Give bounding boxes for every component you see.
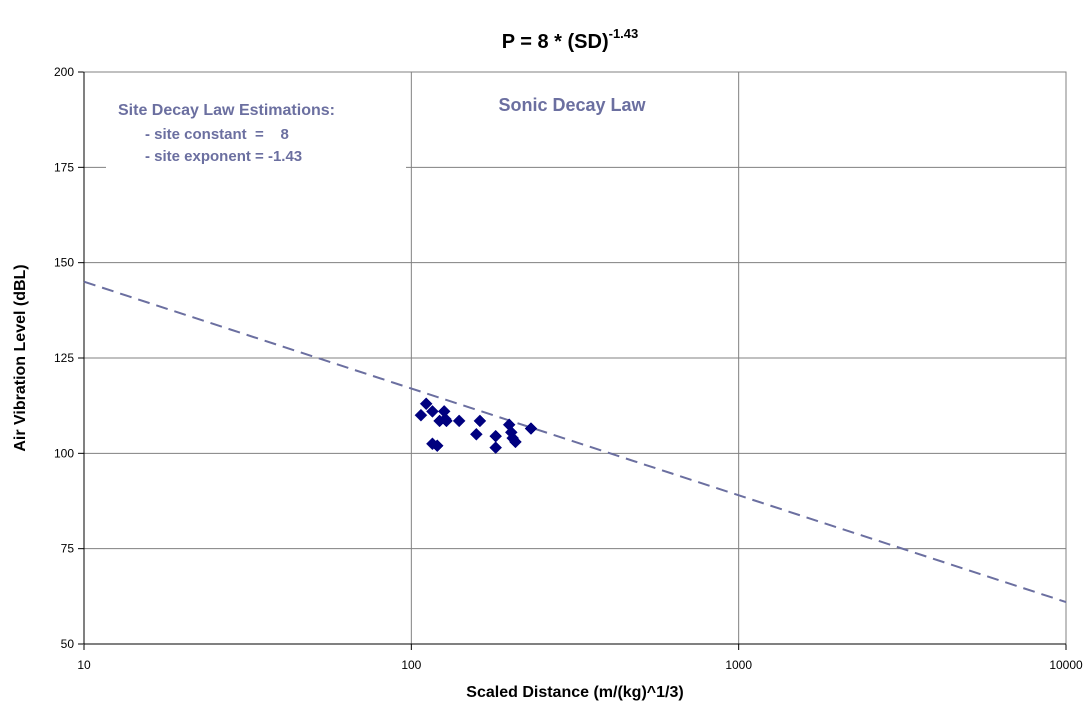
estimations-heading: Site Decay Law Estimations: (118, 102, 335, 119)
x-tick-label: 1000 (725, 658, 752, 672)
data-point (489, 441, 503, 454)
chart-title-exponent: -1.43 (609, 26, 639, 41)
fit-line-group (83, 280, 1067, 604)
data-point (440, 414, 453, 428)
data-point (470, 427, 483, 441)
data-point (473, 414, 487, 428)
site-exponent-label: - site exponent = -1.43 (145, 148, 302, 165)
y-tick-label: 50 (61, 637, 75, 651)
annotation-box-background (106, 84, 406, 176)
y-tick-label: 150 (54, 256, 74, 270)
chart-title-base: P = 8 * (SD) (502, 31, 609, 53)
x-tick-label: 10000 (1049, 658, 1083, 672)
data-point (426, 405, 439, 418)
y-tick-label: 200 (54, 65, 74, 79)
data-point (524, 422, 538, 435)
data-point (452, 414, 466, 428)
y-tick-label: 125 (54, 351, 74, 365)
tick-labels: 50 75 100 125 150 175 200 10 100 1000 10000 (54, 65, 1083, 672)
site-constant-label: - site constant = 8 (145, 126, 289, 143)
fit-line (83, 280, 1067, 604)
x-tick-label: 10 (77, 658, 91, 672)
data-points (414, 397, 538, 454)
x-axis-label: Scaled Distance (m/(kg)^1/3) (466, 684, 683, 701)
chart-title: P = 8 * (SD)-1.43 (502, 26, 639, 53)
annotations: Site Decay Law Estimations: - site const… (106, 84, 647, 176)
data-point (509, 435, 522, 449)
plot-area: Site Decay Law Estimations: - site const… (78, 71, 1067, 650)
data-point (430, 439, 444, 453)
y-tick-label: 75 (61, 542, 75, 556)
y-tick-label: 100 (54, 446, 74, 460)
data-point (414, 408, 428, 422)
y-axis-label: Air Vibration Level (dBL) (12, 264, 29, 451)
data-point (419, 397, 433, 411)
law-label: Sonic Decay Law (498, 95, 646, 115)
y-tick-label: 175 (54, 160, 74, 174)
x-tick-label: 100 (401, 658, 421, 672)
axes (78, 71, 1067, 650)
